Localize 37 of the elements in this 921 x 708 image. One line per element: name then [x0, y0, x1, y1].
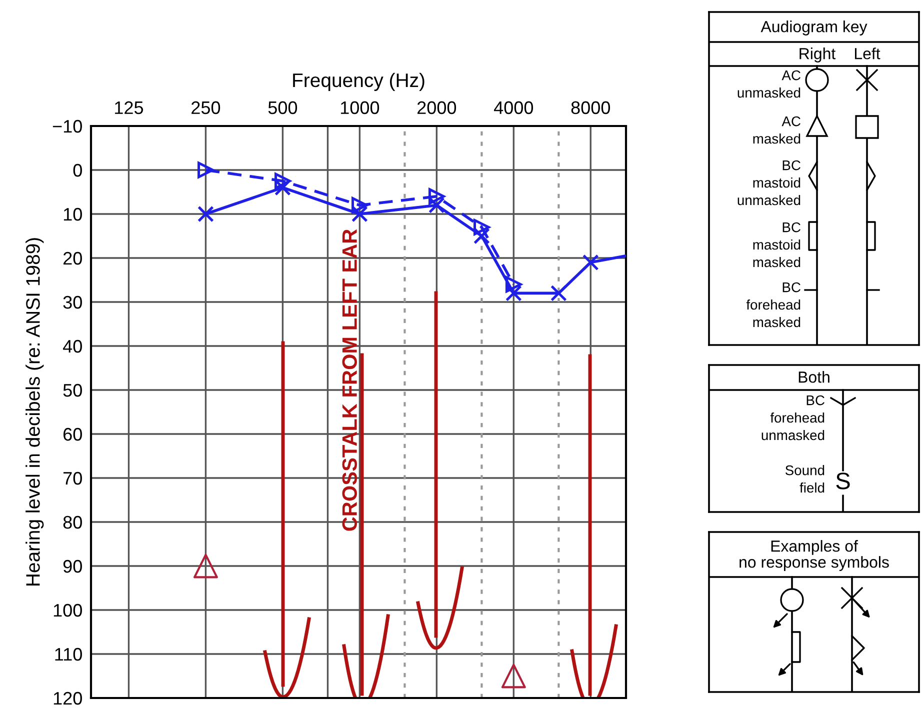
- y-tick-label: 90: [63, 560, 82, 573]
- y-axis-title: Hearing level in decibels (re: ANSI 1989): [26, 238, 44, 586]
- y-tick-label: 40: [63, 340, 82, 353]
- text: Right: [800, 48, 836, 62]
- text: Audiogram key: [760, 20, 868, 36]
- text: AC masked: [753, 116, 800, 144]
- x-axis-title: Frequency (Hz): [293, 72, 424, 91]
- text: BC mastoid unmasked: [738, 160, 800, 206]
- y-tick-label: 50: [63, 384, 82, 397]
- y-tick-label: 60: [64, 428, 82, 441]
- annotation: CROSSTALK FROM LEFT EAR: [342, 229, 357, 531]
- y-tick-label: 120: [54, 692, 82, 705]
- x-tick-label: 125: [115, 101, 144, 114]
- y-tick-label: 10: [64, 208, 82, 221]
- x-tick-label: 4000: [494, 101, 534, 114]
- y-tick-label: 110: [55, 648, 82, 661]
- text: BC forehead masked: [746, 282, 800, 328]
- text: AC unmasked: [738, 70, 800, 98]
- x-tick-label: 2000: [417, 101, 456, 114]
- x-tick-label: 500: [268, 101, 298, 114]
- text: BC forehead unmasked: [762, 395, 824, 440]
- x-tick-label: 1000: [340, 101, 380, 114]
- y-tick-label: 80: [63, 516, 82, 529]
- y-tick-label: 20: [63, 252, 82, 265]
- x-tick-label: 8000: [571, 101, 610, 114]
- text: S: [836, 472, 850, 490]
- text: Examples of no response symbols: [740, 540, 889, 571]
- text: BC mastoid masked: [753, 222, 800, 268]
- x-tick-label: 250: [192, 101, 220, 114]
- y-tick-label: 70: [64, 472, 82, 485]
- y-tick-label: 30: [63, 296, 82, 309]
- y-tick-label: 0: [73, 164, 82, 177]
- text: Sound field: [785, 465, 824, 493]
- text: Both: [798, 371, 830, 383]
- y-tick-label: −10: [52, 120, 82, 133]
- y-tick-label: 100: [54, 604, 82, 617]
- text: Left: [854, 48, 880, 60]
